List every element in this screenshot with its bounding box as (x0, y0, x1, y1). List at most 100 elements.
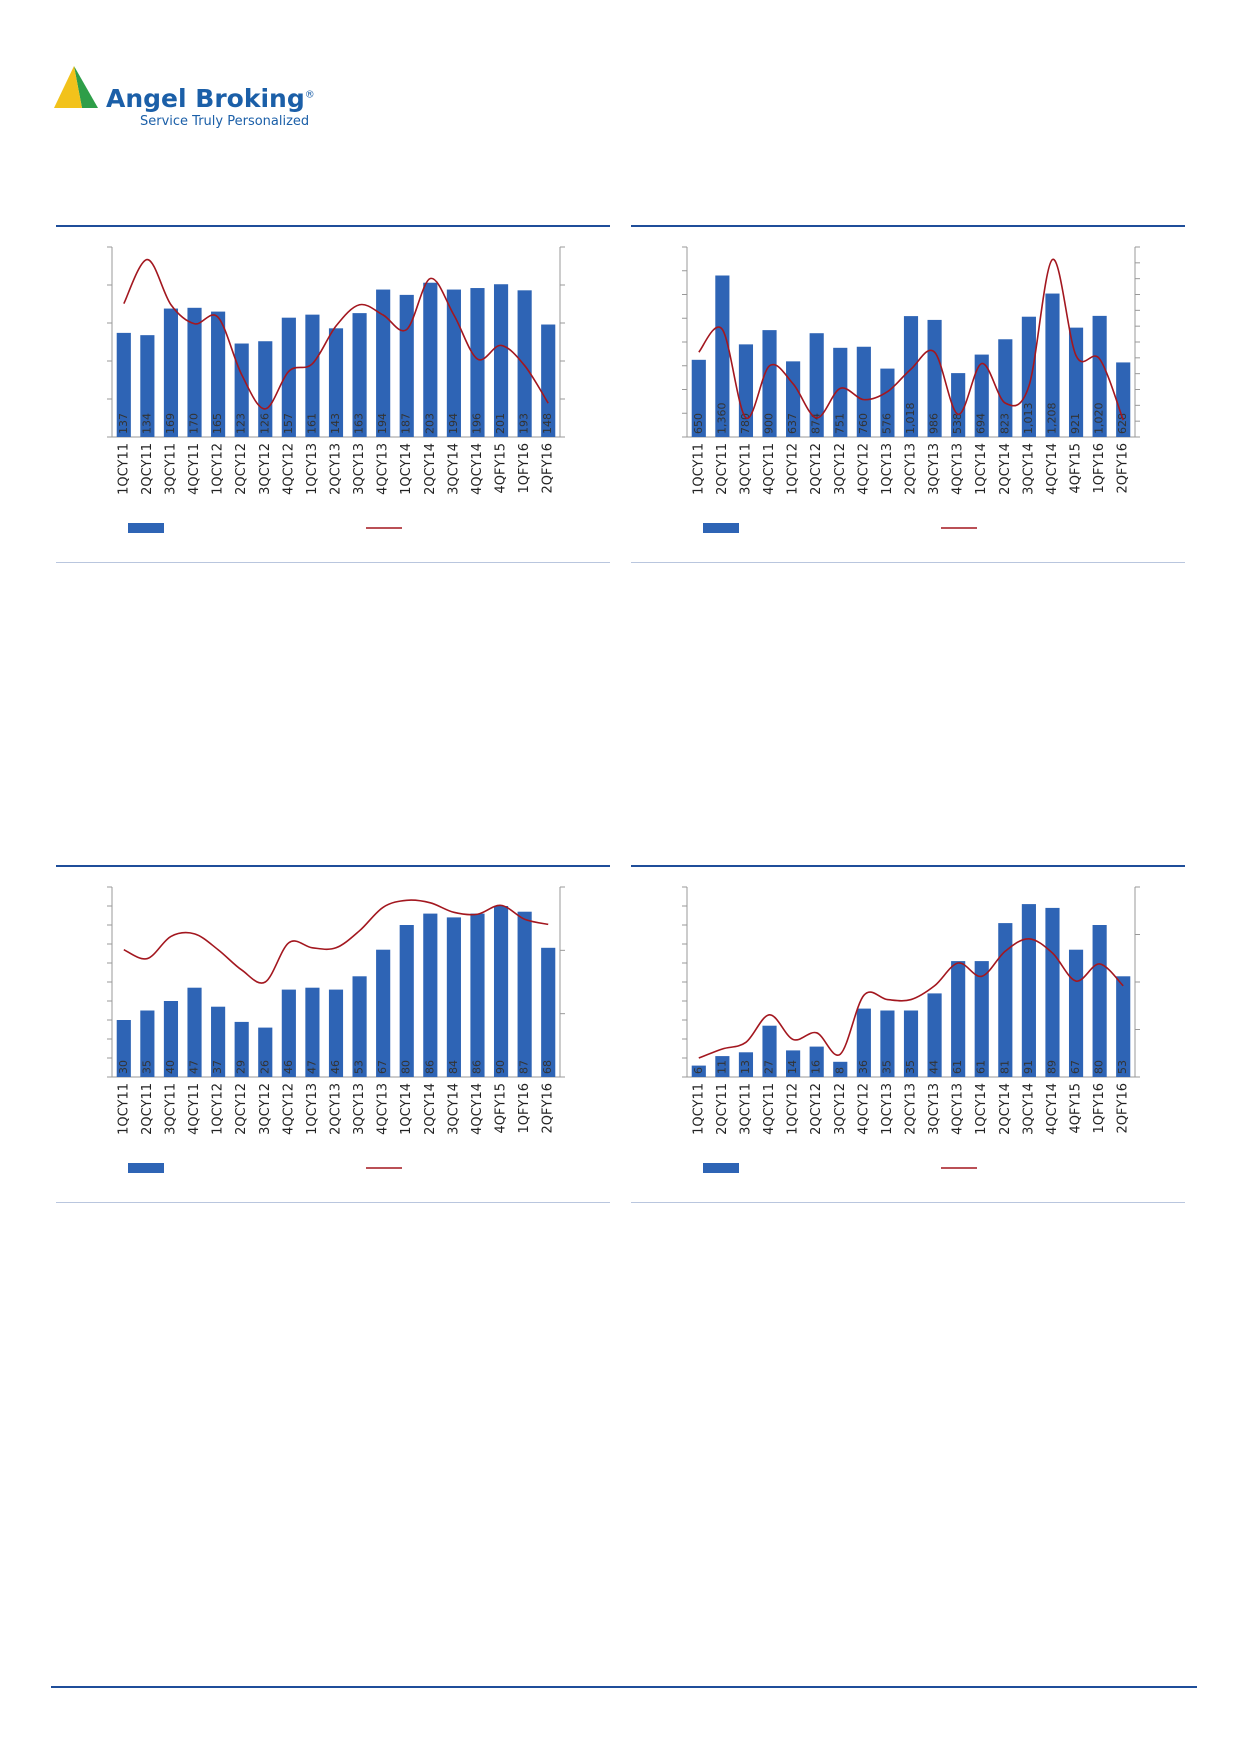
bar (1092, 315, 1107, 437)
chart-panel: 137 1QCY11 134 2QCY11 169 3QCY11 170 4QCY11 165 1… (56, 225, 610, 563)
x-tick-label: 2QCY12 (234, 1083, 249, 1135)
bar-value-label: 35 (904, 1060, 917, 1074)
bar (691, 359, 706, 437)
x-tick-label: 2QCY11 (715, 1083, 730, 1135)
bar-value-label: 134 (140, 413, 153, 434)
footer-rule (51, 1686, 1197, 1688)
x-tick-label: 1QCY11 (691, 443, 706, 495)
bar (927, 993, 942, 1077)
bar (927, 319, 942, 437)
bar (234, 1021, 249, 1077)
bar-value-label: 163 (353, 413, 366, 434)
bar-value-label: 14 (786, 1060, 799, 1074)
x-tick-label: 3QCY13 (352, 443, 367, 495)
x-tick-label: 3QCY14 (1021, 443, 1036, 495)
bar-value-label: 1,013 (1022, 403, 1035, 435)
x-tick-label: 2QCY13 (329, 1083, 344, 1135)
bar (517, 290, 532, 437)
x-tick-label: 1QFY16 (517, 1083, 532, 1133)
bar-value-label: 576 (880, 413, 893, 434)
bar-value-label: 203 (423, 413, 436, 434)
bar-value-label: 637 (786, 413, 799, 434)
bar (305, 987, 320, 1077)
bar-value-label: 91 (1022, 1060, 1035, 1074)
bar-value-label: 46 (329, 1060, 342, 1074)
x-tick-label: 2QCY14 (998, 443, 1013, 495)
bar (187, 307, 202, 437)
bar-value-label: 6 (692, 1067, 705, 1074)
bar (211, 311, 226, 437)
bar-value-label: 187 (400, 413, 413, 434)
bar-value-label: 161 (305, 413, 318, 434)
chart: 137 1QCY11 134 2QCY11 169 3QCY11 170 4QCY11 165 1… (107, 246, 565, 533)
x-tick-label: 3QCY13 (352, 1083, 367, 1135)
bar (762, 330, 777, 437)
x-tick-label: 2QCY12 (234, 443, 249, 495)
bar-value-label: 61 (975, 1060, 988, 1074)
bar-value-label: 87 (518, 1060, 531, 1074)
bar-value-label: 137 (117, 413, 130, 434)
bar-value-label: 80 (1093, 1060, 1106, 1074)
bar-value-label: 193 (518, 413, 531, 434)
chart: 6501QCY111,3602QCY117803QCY119004QCY1163… (682, 246, 1140, 533)
x-tick-label: 2QCY11 (715, 443, 730, 495)
x-tick-label: 1QCY13 (305, 443, 320, 495)
x-tick-label: 3QCY11 (163, 443, 178, 495)
bar (399, 925, 414, 1077)
x-tick-label: 4QCY12 (281, 443, 296, 495)
bar (715, 1056, 730, 1077)
x-tick-label: 1QCY13 (880, 443, 895, 495)
bar-value-label: 1,360 (715, 403, 728, 435)
bar (376, 949, 391, 1077)
bar (305, 314, 320, 437)
bar (1068, 327, 1084, 437)
bar-value-label: 628 (1116, 413, 1129, 434)
bar (738, 344, 754, 437)
bar-value-label: 538 (951, 413, 964, 434)
bar (903, 1010, 919, 1077)
x-tick-label: 2QCY14 (423, 1083, 438, 1135)
bar-value-label: 148 (541, 413, 554, 434)
x-tick-label: 2QFY16 (1116, 443, 1131, 493)
x-tick-label: 4QCY11 (187, 443, 202, 495)
bar (352, 313, 367, 437)
x-tick-label: 1QFY16 (1092, 1083, 1107, 1133)
chart: 6 1QCY11 11 2QCY11 13 3QCY11 27 4QCY11 14 1QCY12 1… (682, 886, 1140, 1173)
x-tick-label: 2QCY11 (140, 1083, 155, 1135)
bar-value-label: 16 (810, 1060, 823, 1074)
bar (951, 373, 966, 437)
x-tick-label: 4QCY13 (376, 443, 391, 495)
x-tick-label: 4QCY14 (1045, 1083, 1060, 1135)
x-tick-label: 2QCY12 (809, 443, 824, 495)
bar-value-label: 900 (763, 413, 776, 434)
x-tick-label: 1QCY13 (880, 1083, 895, 1135)
x-tick-label: 1QCY11 (116, 1083, 131, 1135)
bar (1092, 925, 1107, 1077)
bar (762, 1025, 777, 1077)
x-tick-label: 1QFY16 (517, 443, 532, 493)
bar (998, 923, 1013, 1077)
x-tick-label: 4QFY15 (494, 1083, 509, 1133)
bar-value-label: 53 (353, 1060, 366, 1074)
bar-value-label: 143 (329, 413, 342, 434)
x-tick-label: 4QCY13 (951, 443, 966, 495)
bar-value-label: 89 (1045, 1060, 1058, 1074)
bar (1021, 316, 1036, 437)
bar (541, 947, 556, 1077)
legend-swatch (703, 523, 739, 533)
x-tick-label: 3QCY11 (738, 1083, 753, 1135)
bar-value-label: 921 (1069, 413, 1082, 434)
bar-value-label: 67 (1069, 1060, 1082, 1074)
x-tick-label: 2QCY13 (904, 443, 919, 495)
bar (493, 284, 509, 437)
x-tick-label: 2QCY11 (140, 443, 155, 495)
x-tick-label: 4QCY11 (187, 1083, 202, 1135)
x-tick-label: 3QCY13 (927, 1083, 942, 1135)
bar (493, 906, 509, 1077)
bar-value-label: 760 (857, 413, 870, 434)
bar (833, 1061, 848, 1077)
x-tick-label: 3QCY13 (927, 443, 942, 495)
chart-panel: 6 1QCY11 11 2QCY11 13 3QCY11 27 4QCY11 14 1QCY12 1… (631, 865, 1185, 1203)
bar (880, 1010, 895, 1077)
bar-value-label: 123 (235, 413, 248, 434)
